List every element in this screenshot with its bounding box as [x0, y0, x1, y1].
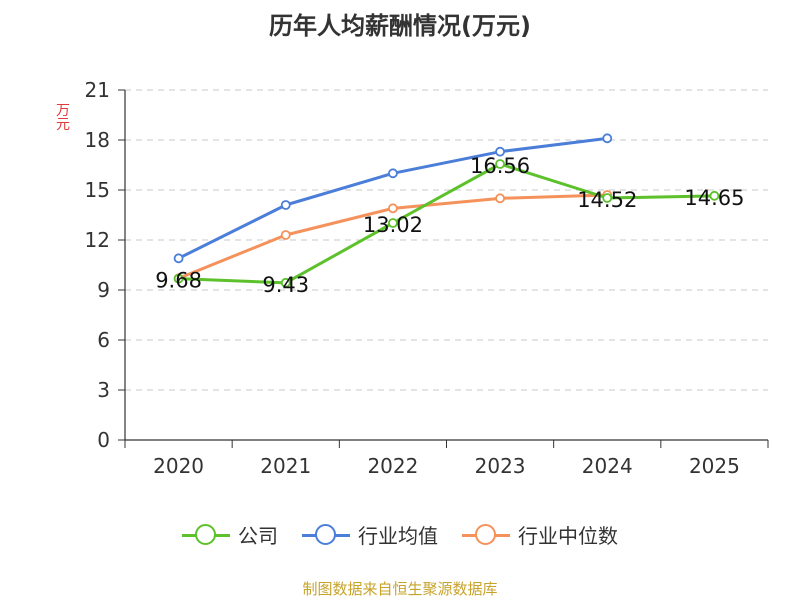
y-tick-label: 15 — [85, 178, 110, 202]
data-point — [495, 146, 505, 157]
legend-item-industry-median[interactable]: 行业中位数 — [462, 520, 618, 549]
data-label: 9.68 — [155, 269, 202, 293]
data-label: 14.65 — [684, 186, 744, 210]
legend-item-company[interactable]: 公司 — [182, 520, 278, 549]
x-tick-label: 2021 — [260, 454, 311, 478]
data-point — [709, 190, 720, 201]
y-tick-label: 9 — [97, 278, 110, 302]
chart-title: 历年人均薪酬情况(万元) — [269, 12, 531, 40]
data-point — [388, 203, 398, 214]
x-tick-label: 2023 — [475, 454, 526, 478]
x-tick-label: 2024 — [582, 454, 633, 478]
data-point — [280, 230, 291, 240]
legend-label-company: 公司 — [238, 524, 278, 548]
data-point — [495, 159, 505, 169]
data-label: 16.56 — [470, 154, 530, 178]
data-source-note: 制图数据来自恒生聚源数据库 — [302, 580, 498, 598]
data-point — [602, 133, 613, 144]
data-point — [602, 193, 613, 203]
data-label: 13.02 — [363, 213, 423, 237]
x-tick-label: 2025 — [689, 454, 740, 478]
y-tick-label: 0 — [97, 428, 110, 452]
data-label: 14.52 — [577, 188, 637, 212]
data-point — [173, 253, 184, 264]
data-point — [388, 218, 398, 228]
y-tick-label: 21 — [85, 78, 110, 102]
y-tick-label: 3 — [97, 378, 110, 402]
data-point — [280, 277, 291, 288]
legend-label-industry-mean: 行业均值 — [358, 524, 438, 548]
legend-label-industry-median: 行业中位数 — [518, 524, 618, 548]
y-tick-label: 6 — [97, 328, 110, 352]
y-tick-label: 12 — [85, 228, 110, 252]
data-point — [388, 168, 398, 179]
data-label: 9.43 — [262, 273, 309, 297]
series-line-0 — [178, 162, 715, 285]
x-tick-label: 2022 — [367, 454, 418, 478]
y-tick-label: 18 — [85, 128, 110, 152]
data-point — [280, 200, 291, 210]
legend: 公司 行业均值 行业中位数 — [0, 520, 800, 549]
legend-marker-industry-mean — [302, 523, 350, 546]
data-point — [173, 273, 184, 284]
legend-item-industry-mean[interactable]: 行业均值 — [302, 520, 438, 549]
y-axis-label: 万元 — [56, 103, 70, 133]
legend-marker-company — [182, 523, 230, 546]
x-tick-label: 2020 — [153, 454, 204, 478]
legend-marker-industry-median — [462, 523, 510, 546]
data-point — [495, 193, 505, 204]
